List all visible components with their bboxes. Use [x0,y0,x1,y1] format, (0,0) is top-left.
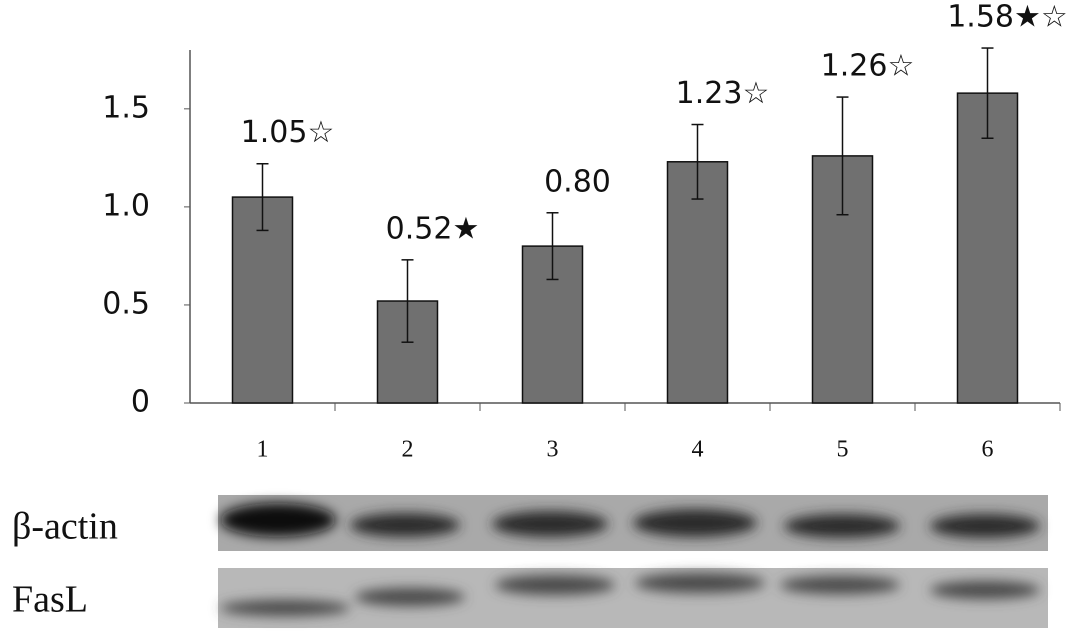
value-label: 1.58★☆ [947,0,1068,35]
value-label: 1.23☆ [676,76,770,111]
blot-label: FasL [12,579,88,621]
blot-bands [220,503,1040,538]
x-tick-label: 1 [257,437,269,463]
value-label: 0.52★ [386,211,480,246]
blot-bands [220,573,1040,616]
value-label: 0.80 [544,164,611,199]
y-tick-label: 0.5 [102,286,150,321]
error-bar [401,259,414,343]
x-tick-label: 6 [982,437,994,463]
y-tick-label: 1.0 [102,188,150,223]
blot-label: β-actin [12,506,118,548]
bar [666,161,729,404]
y-tick-label: 0 [131,385,150,420]
error-bar [546,212,559,281]
error-bar [836,96,849,216]
x-tick-label: 5 [837,437,849,463]
x-tick-label: 3 [547,437,559,463]
bar [956,92,1019,404]
x-tick-label: 4 [692,437,704,463]
blot-fasl [218,568,1048,628]
error-bar [691,123,704,200]
error-bar [981,47,994,139]
blot-actin [218,495,1048,551]
y-tick-label: 1.5 [102,90,150,125]
x-tick-label: 2 [402,437,414,463]
value-label: 1.26☆ [821,49,915,84]
error-bar [256,162,269,232]
blot-background [218,568,1048,628]
value-label: 1.05☆ [241,115,335,150]
